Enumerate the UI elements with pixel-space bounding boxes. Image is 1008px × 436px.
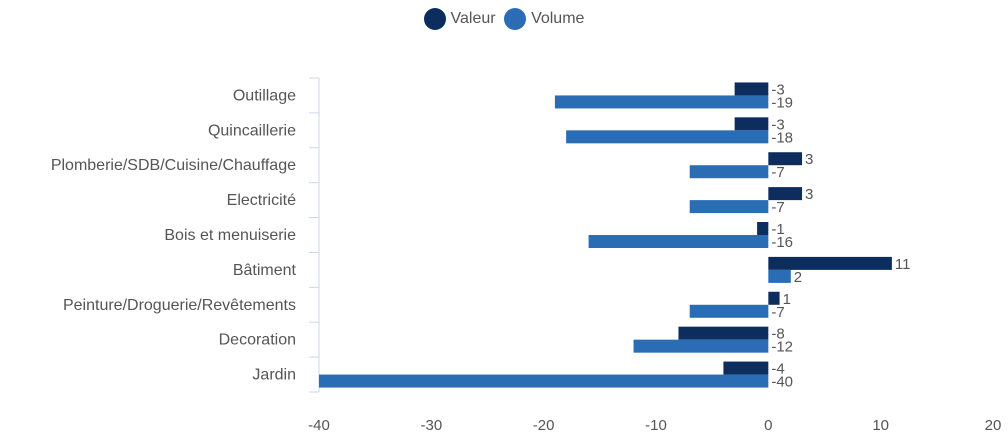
bar-valeur [734,82,769,96]
data-label-valeur: 3 [805,151,813,168]
category-label: Peinture/Droguerie/Revêtements [63,297,296,314]
legend-swatch-volume [504,8,527,30]
bar-valeur [723,361,769,375]
bar-volume [588,235,769,248]
bar-valeur [768,152,803,166]
category-label: Bâtiment [233,262,297,279]
x-tick-label: -10 [645,417,667,434]
x-tick-label: -40 [308,417,330,434]
bar-valeur [768,187,803,201]
legend-item-valeur[interactable]: Valeur [423,8,496,30]
legend-label-valeur: Valeur [450,10,496,27]
data-label-valeur: 3 [805,186,813,203]
data-label-volume: -7 [771,304,784,321]
legend-label-volume: Volume [531,10,585,27]
data-label-volume: -16 [771,234,793,251]
data-label-valeur: 1 [783,291,791,308]
data-label-volume: 2 [794,269,802,286]
category-label: Decoration [219,332,296,349]
x-tick-label: -30 [420,417,442,434]
data-label-volume: -40 [771,374,793,391]
bar-volume [689,304,769,318]
bar-valeur [768,256,892,270]
data-label-volume: -7 [771,199,784,216]
bar-volume [566,130,769,144]
legend-item-volume[interactable]: Volume [504,8,584,30]
data-label-volume: -19 [771,94,793,111]
x-tick-label: 10 [872,417,889,434]
data-label-volume: -7 [771,164,784,181]
bar-valeur [678,326,769,340]
category-label: Bois et menuiserie [164,227,296,244]
x-tick-label: -20 [533,417,555,434]
data-label-valeur: 11 [895,256,911,273]
data-label-valeur: -4 [771,361,784,378]
data-label-volume: -12 [771,339,793,356]
legend: Valeur Volume [0,8,1008,35]
data-label-valeur: -3 [771,81,784,98]
category-label: Plomberie/SDB/Cuisine/Chauffage [51,157,296,174]
category-label: Outillage [233,87,296,104]
bar-volume [319,374,769,388]
bar-volume [689,165,769,179]
x-tick-label: 0 [764,417,772,434]
category-label: Quincaillerie [208,122,296,139]
bar-volume [768,269,791,283]
legend-swatch-valeur [423,8,446,30]
bar-valeur [768,291,780,305]
data-label-valeur: -1 [771,221,784,238]
bar-volume [689,200,769,214]
bar-valeur [734,117,769,131]
bar-valeur [757,222,769,235]
data-label-volume: -18 [771,129,793,146]
category-label: Electricité [227,192,296,209]
category-label: Jardin [252,367,296,384]
bar-volume [554,95,769,109]
data-label-valeur: -3 [771,116,784,133]
bar-volume [633,339,769,353]
x-tick-label: 20 [985,417,1002,434]
data-label-valeur: -8 [771,326,784,343]
